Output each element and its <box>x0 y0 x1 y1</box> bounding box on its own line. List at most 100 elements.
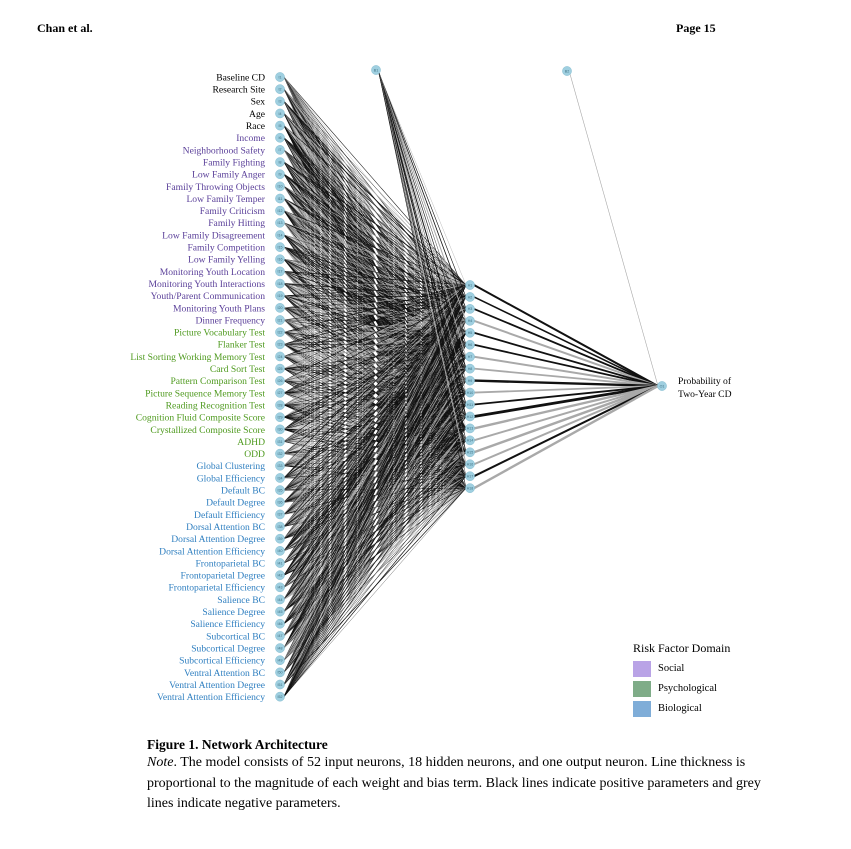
legend-item-social: Social <box>633 661 813 677</box>
input-node <box>275 400 285 410</box>
input-hidden-line <box>283 332 467 697</box>
input-hidden-line <box>283 284 467 527</box>
hidden-node <box>465 483 475 493</box>
input-hidden-line <box>283 284 467 430</box>
input-label: ADHD <box>237 437 265 448</box>
input-hidden-line <box>283 284 467 673</box>
legend-item-psychological: Psychological <box>633 681 813 697</box>
hidden-output-line <box>473 385 659 406</box>
input-label: Pattern Comparison Test <box>170 376 265 387</box>
hidden-node-id: H1 <box>468 283 473 287</box>
input-node <box>275 521 285 532</box>
figure-note: Note. The model consists of 52 input neu… <box>147 753 767 815</box>
bias-node-id: B1 <box>374 68 378 72</box>
hidden-output-line <box>473 384 659 490</box>
input-node-id: I26 <box>278 379 283 383</box>
hidden-output-line <box>473 296 659 387</box>
input-node <box>275 242 285 252</box>
hidden-output-line <box>473 284 659 387</box>
hidden-node-id: H17 <box>467 475 474 479</box>
input-node <box>275 655 285 666</box>
hidden-node <box>465 471 475 482</box>
note-text: . The model consists of 52 input neurons… <box>147 755 761 811</box>
input-node <box>275 643 285 653</box>
input-label: Dorsal Attention BC <box>186 522 265 533</box>
input-hidden-line <box>283 488 467 697</box>
input-node <box>275 108 285 119</box>
input-node-id: I28 <box>278 403 283 407</box>
hidden-node <box>465 423 475 434</box>
input-label: Ventral Attention Degree <box>169 680 265 691</box>
input-node <box>275 448 285 459</box>
bias-hidden-line <box>378 72 467 441</box>
input-node-id: I10 <box>278 185 283 189</box>
input-node-id: I16 <box>278 258 283 262</box>
input-label: Subcortical BC <box>206 631 265 642</box>
input-node <box>275 558 285 568</box>
input-node-id: I43 <box>278 586 283 590</box>
input-hidden-line <box>283 284 467 467</box>
input-hidden-line <box>283 452 467 697</box>
bias-hidden-line <box>378 72 467 298</box>
input-label: Age <box>249 109 265 120</box>
input-node-id: I29 <box>278 416 283 420</box>
input-label: ODD <box>244 449 265 460</box>
input-labels: Baseline CD Research SiteSexAgeRaceIncome… <box>130 72 731 703</box>
input-node <box>275 181 285 192</box>
input-hidden-line <box>283 296 467 697</box>
input-hidden-line <box>283 101 467 286</box>
input-hidden-line <box>283 284 467 576</box>
input-hidden-line <box>283 416 467 697</box>
input-node <box>275 424 285 435</box>
hidden-output-line <box>473 308 659 387</box>
input-node-id: I13 <box>278 221 283 225</box>
input-label: Family Criticism <box>200 206 266 217</box>
input-label: Salience Efficiency <box>190 619 265 630</box>
input-label: Family Throwing Objects <box>166 182 265 193</box>
input-hidden-line <box>283 284 467 418</box>
input-node-id: I35 <box>278 488 283 492</box>
input-node <box>275 679 285 690</box>
input-node-id: I17 <box>278 270 283 274</box>
input-label: Picture Sequence Memory Test <box>145 388 265 399</box>
input-hidden-line <box>283 284 467 382</box>
input-label: Default Efficiency <box>194 510 265 521</box>
input-label: Frontoparietal Degree <box>181 571 265 582</box>
hidden-node <box>465 447 475 458</box>
input-label: Neighborhood Safety <box>183 145 266 156</box>
input-hidden-line <box>283 198 467 286</box>
input-hidden-line <box>283 222 467 286</box>
bias-hidden-line <box>378 72 467 489</box>
input-label: Subcortical Degree <box>191 643 265 654</box>
legend-label-psychological: Psychological <box>658 683 717 694</box>
input-hidden-line <box>283 368 467 697</box>
hidden-output-line <box>473 367 659 387</box>
input-label: Low Family Temper <box>186 194 265 205</box>
input-node <box>275 266 285 277</box>
bias-hidden-line <box>378 72 467 357</box>
input-node <box>275 582 285 593</box>
input-hidden-line <box>283 234 467 286</box>
input-node-id: I33 <box>278 464 283 468</box>
input-node-id: I23 <box>278 343 283 347</box>
input-label: Reading Recognition Test <box>166 400 266 411</box>
input-hidden-line <box>283 284 467 479</box>
hidden-node <box>465 459 475 470</box>
input-label: Sex <box>251 97 266 108</box>
bias-hidden-line <box>378 72 467 429</box>
hidden-output-line <box>473 379 659 388</box>
input-node <box>275 667 285 678</box>
legend-swatch-biological <box>633 701 651 717</box>
input-node-id: I8 <box>279 160 282 164</box>
hidden-node-id: H5 <box>468 331 473 335</box>
input-node <box>275 460 285 471</box>
input-hidden-line <box>283 284 467 321</box>
input-label: Race <box>246 121 265 132</box>
input-node-id: I5 <box>279 124 282 128</box>
input-node <box>275 230 285 240</box>
input-label: Subcortical Efficiency <box>179 656 265 667</box>
hidden-node <box>465 411 475 422</box>
input-hidden-line <box>283 149 467 286</box>
running-head-authors: Chan et al. <box>37 21 93 35</box>
input-node-id: I24 <box>278 355 283 359</box>
